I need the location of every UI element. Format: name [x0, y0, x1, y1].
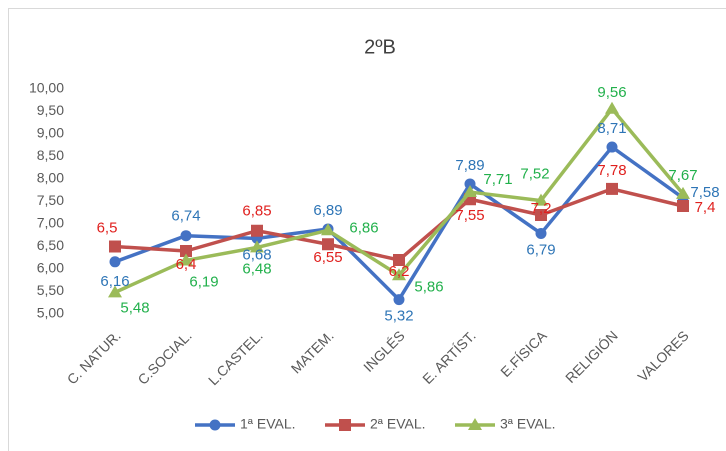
y-tick-label: 8,00: [37, 170, 64, 186]
point: [251, 224, 263, 237]
point: [676, 186, 690, 199]
legend-label: 2ª EVAL.: [370, 416, 426, 432]
data-label: 5,48: [120, 299, 149, 316]
y-tick-label: 5,50: [37, 282, 64, 298]
legend-marker: [468, 418, 482, 430]
data-label: 6,74: [171, 208, 200, 225]
data-label: 7,2: [531, 200, 552, 217]
point: [392, 268, 406, 281]
y-tick-label: 10,00: [29, 80, 64, 96]
point: [677, 200, 689, 212]
y-tick-label: 6,00: [37, 260, 64, 276]
legend-marker: [339, 419, 351, 431]
data-label: 7,4: [695, 199, 716, 216]
data-label: 7,58: [690, 184, 719, 201]
y-tick-label: 7,00: [37, 215, 64, 231]
data-label: 7,78: [597, 162, 626, 179]
point: [464, 178, 476, 190]
point: [463, 185, 477, 198]
data-label: 8,71: [597, 120, 626, 137]
point: [606, 141, 618, 153]
data-label: 6,89: [313, 202, 342, 219]
point: [179, 253, 193, 266]
point: [534, 193, 548, 206]
y-tick-label: 8,50: [37, 147, 64, 163]
data-label: 6,5: [97, 219, 118, 236]
point: [322, 238, 334, 251]
data-label: 5,86: [414, 278, 443, 295]
data-label: 7,52: [520, 166, 549, 183]
point: [606, 182, 618, 195]
legend-marker: [209, 419, 221, 431]
point: [393, 294, 405, 306]
data-label: 6,68: [242, 246, 271, 263]
data-label: 9,56: [597, 84, 626, 101]
data-label: 7,67: [668, 167, 697, 184]
point: [109, 256, 121, 268]
data-label: 6,55: [313, 249, 342, 266]
point: [180, 230, 192, 242]
y-tick-label: 7,50: [37, 192, 64, 208]
chart-frame: [8, 8, 726, 451]
point: [108, 285, 122, 298]
data-label: 6,19: [189, 273, 218, 290]
data-label: 6,2: [389, 263, 410, 280]
point: [535, 209, 547, 221]
legend-marker: [339, 419, 351, 431]
data-label: 6,48: [242, 260, 271, 277]
data-label: 6,85: [242, 203, 271, 220]
data-label: 6,86: [349, 219, 378, 236]
legend-label: 1ª EVAL.: [240, 416, 296, 432]
data-label: 6,4: [176, 256, 197, 273]
data-label: 6,16: [100, 273, 129, 290]
legend-marker: [468, 418, 482, 430]
y-tick-label: 9,00: [37, 125, 64, 141]
point: [393, 254, 405, 266]
data-label: 5,32: [384, 308, 413, 325]
point: [250, 240, 264, 253]
chart-title: 2ºB: [364, 36, 396, 58]
data-label: 6,79: [526, 241, 555, 258]
legend-label: 3ª EVAL.: [500, 416, 556, 432]
point: [109, 240, 121, 253]
legend-marker: [209, 419, 221, 431]
point: [321, 223, 335, 236]
y-tick-label: 5,00: [37, 305, 64, 321]
data-label: 7,89: [455, 157, 484, 174]
y-tick-label: 9,50: [37, 102, 64, 118]
data-label: 7,55: [455, 207, 484, 224]
data-label: 7,71: [483, 171, 512, 188]
point: [180, 245, 192, 257]
y-tick-label: 6,50: [37, 237, 64, 253]
point: [535, 227, 547, 239]
point: [605, 101, 619, 114]
